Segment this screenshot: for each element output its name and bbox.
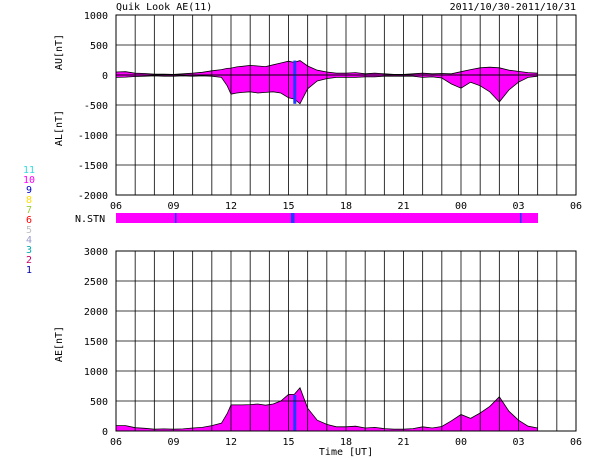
y-tick-label: -500 (84, 101, 108, 112)
au-al-grid (115, 14, 577, 196)
n-stn-marker (291, 213, 295, 223)
station-number: 6 (26, 215, 32, 226)
x-tick-label: 12 (225, 201, 237, 212)
y-tick-label: 0 (102, 71, 108, 82)
x-tick-label: 09 (167, 437, 179, 448)
station-number: 7 (26, 205, 32, 216)
y-tick-label: -1500 (78, 161, 108, 172)
x-tick-label: 00 (455, 437, 467, 448)
ae-x-ticks: 06 09 12 15 18 21 00 03 06 (110, 437, 582, 448)
event-marker (293, 60, 297, 104)
n-stn-marker (520, 213, 522, 223)
al-axis-label: AL[nT] (54, 110, 65, 146)
al-area (116, 75, 538, 104)
x-tick-label: 06 (570, 437, 582, 448)
y-tick-label: 1000 (84, 367, 108, 378)
x-tick-label: 21 (397, 201, 409, 212)
y-tick-label: 500 (90, 41, 108, 52)
station-number: 10 (23, 175, 35, 186)
ae-axis-label: AE[nT] (54, 326, 65, 362)
station-number: 4 (26, 235, 32, 246)
y-tick-label: 3000 (84, 247, 108, 258)
au-al-y-ticks: 1000 500 0 -500 -1000 -1500 -2000 (78, 11, 108, 202)
y-tick-label: -2000 (78, 191, 108, 202)
x-tick-label: 03 (512, 437, 524, 448)
y-tick-label: -1000 (78, 131, 108, 142)
n-stn-label: N.STN (75, 214, 105, 225)
station-number: 8 (26, 195, 32, 206)
au-axis-label: AU[nT] (54, 34, 65, 70)
au-area (116, 60, 538, 75)
x-tick-label: 12 (225, 437, 237, 448)
n-stn-marker (175, 213, 177, 223)
station-number: 2 (26, 255, 32, 266)
station-number: 1 (26, 265, 32, 276)
ae-plot-frame (115, 250, 577, 432)
x-tick-label: 03 (512, 201, 524, 212)
x-tick-label: 09 (167, 201, 179, 212)
station-number: 3 (26, 245, 32, 256)
event-marker (293, 395, 297, 431)
y-tick-label: 0 (102, 427, 108, 438)
x-tick-label: 18 (340, 437, 352, 448)
station-number: 9 (26, 185, 32, 196)
x-tick-label: 06 (110, 201, 122, 212)
x-tick-label: 18 (340, 201, 352, 212)
x-tick-label: 00 (455, 201, 467, 212)
y-tick-label: 1500 (84, 337, 108, 348)
y-tick-label: 2500 (84, 277, 108, 288)
x-tick-label: 15 (282, 437, 294, 448)
ae-y-ticks: 3000 2500 2000 1500 1000 500 0 (84, 247, 108, 438)
au-al-plot-frame (115, 14, 577, 196)
au-al-x-ticks: 06 09 12 15 18 21 00 03 06 (110, 201, 582, 212)
x-tick-label: 06 (110, 437, 122, 448)
ae-area (116, 387, 538, 431)
x-tick-label: 21 (397, 437, 409, 448)
n-stn-bar (116, 213, 538, 223)
y-tick-label: 2000 (84, 307, 108, 318)
y-tick-label: 500 (90, 397, 108, 408)
date-range: 2011/10/30-2011/10/31 (450, 2, 576, 13)
ae-grid (115, 250, 577, 432)
station-number: 11 (23, 165, 35, 176)
y-tick-label: 1000 (84, 11, 108, 22)
chart-title: Quik Look AE(11) (116, 2, 212, 13)
station-number: 5 (26, 225, 32, 236)
x-axis-label: Time [UT] (319, 447, 373, 458)
x-tick-label: 15 (282, 201, 294, 212)
x-tick-label: 06 (570, 201, 582, 212)
